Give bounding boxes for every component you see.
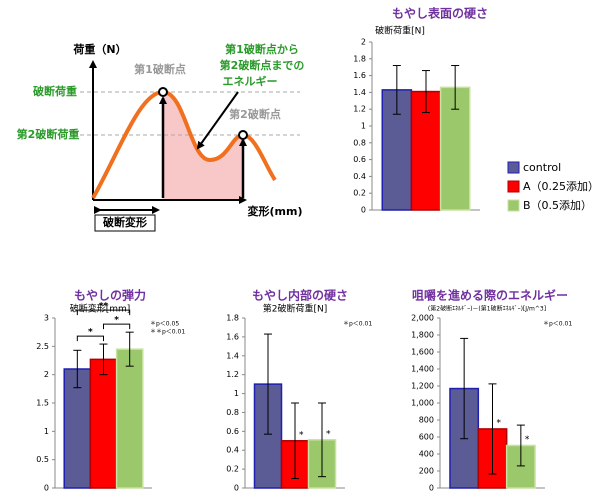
legend-label: A（0.25添加）	[523, 179, 599, 193]
point	[238, 130, 248, 140]
y-tick-label: 2.5	[36, 342, 49, 351]
y-tick-label: 1.8	[226, 314, 239, 323]
significance-mark: *	[299, 430, 304, 440]
point	[158, 87, 168, 97]
y-tick-label: 0	[44, 484, 49, 493]
y-tick-label: 200	[419, 467, 434, 476]
legend-swatch	[507, 199, 520, 212]
y-tick-label: 0	[429, 484, 434, 493]
significance-mark: *	[525, 435, 530, 445]
legend-label: control	[523, 161, 561, 174]
y-tick-label: 2	[361, 38, 366, 47]
diagram: 荷重（N） 第1破断点 第2破断点 破断荷重 第2破断荷重 第1破断点から 第2…	[17, 42, 305, 232]
y-tick-label: 1,400	[411, 365, 434, 374]
bracket	[103, 323, 131, 330]
significance-mark: *	[497, 418, 502, 428]
chart-title: 咀嚼を進める際のエネルギー	[412, 288, 568, 303]
curve	[91, 89, 277, 199]
y-tick-label: 0.4	[226, 446, 239, 455]
y-tick-label: 0.5	[36, 455, 49, 464]
y-tick-label: 1	[234, 389, 239, 398]
bracket-label: **	[99, 302, 109, 312]
y-axis-label: 荷重（N）	[72, 42, 126, 56]
legend-label: B（0.5添加）	[523, 198, 592, 212]
y-tick-label: 1	[361, 122, 366, 131]
x-axis-label: 変形(mm)	[248, 204, 303, 218]
significance-mark: *	[326, 429, 331, 439]
y-tick-label: 800	[419, 416, 434, 425]
bar	[63, 368, 92, 489]
y-tick-label: 400	[419, 450, 434, 459]
y-axis-label: 破断変形[mm]	[70, 303, 131, 315]
chart-title: もやしの弾力	[74, 288, 146, 303]
y-tick-label: 0	[361, 206, 366, 215]
y-tick-label: 1,200	[411, 382, 434, 391]
load-label: 破断荷重	[33, 84, 77, 98]
y-tick-label: 2,000	[411, 314, 434, 323]
y-tick-label: 1.2	[226, 370, 239, 379]
peak-label: 第1破断点	[134, 62, 186, 76]
y-tick-label: 1.5	[36, 399, 49, 408]
y-tick-label: 2	[44, 370, 49, 379]
bracket-label: *	[114, 316, 119, 326]
y-tick-label: 3	[44, 314, 49, 323]
y-tick-label: 0.6	[226, 427, 239, 436]
bracket-label: *	[88, 328, 93, 338]
y-tick-label: 600	[419, 433, 434, 442]
y-tick-label: 1.6	[226, 332, 239, 341]
energy-label: エネルギー	[223, 74, 278, 88]
arrow	[196, 91, 239, 150]
y-axis-label: (第2破断ｴﾈﾙｷﾞｰ)－(第1破断ｴﾈﾙｷﾞｰ)[J/m^3]	[428, 305, 546, 313]
y-tick-label: 0.2	[353, 189, 366, 198]
y-tick-label: 1.4	[226, 351, 239, 360]
label-box	[94, 214, 156, 232]
y-tick-label: 1,600	[411, 348, 434, 357]
y-tick-label: 1.8	[353, 54, 366, 63]
energy-label: 第2破断点までの	[220, 58, 305, 72]
bar	[115, 348, 144, 489]
bar	[89, 358, 118, 489]
y-axis-label: 第2破断荷重[N]	[263, 303, 327, 315]
y-axis-label: 破断荷重[N]	[375, 25, 425, 37]
annotation: ＊＊p＜0.01	[150, 329, 185, 336]
y-tick-label: 1.6	[353, 71, 366, 80]
annotation: ＊p＜0.05	[150, 321, 179, 328]
y-tick-label: 0.8	[353, 138, 366, 147]
energy-label: 第1破断点から	[225, 42, 299, 56]
chart-title: もやし表面の硬さ	[392, 6, 488, 21]
annotation: ＊p＜0.01	[543, 321, 572, 328]
chart-title: もやし内部の硬さ	[252, 288, 348, 303]
annotation: ＊p＜0.01	[343, 321, 372, 328]
y-tick-label: 0.2	[226, 465, 239, 474]
y-tick-label: 0.6	[353, 155, 366, 164]
deformation-label: 破断変形	[103, 215, 147, 229]
legend-swatch	[507, 180, 520, 193]
bracket	[76, 309, 131, 316]
y-tick-label: 1.4	[353, 88, 366, 97]
y-tick-label: 1,800	[411, 331, 434, 340]
y-tick-label: 0.4	[353, 172, 366, 181]
y-tick-label: 1,000	[411, 399, 434, 408]
y-tick-label: 1.2	[353, 105, 366, 114]
bracket	[76, 335, 104, 342]
peak-label: 第2破断点	[229, 107, 281, 121]
legend-swatch	[507, 161, 520, 174]
y-tick-label: 0.8	[226, 408, 239, 417]
y-tick-label: 1	[44, 427, 49, 436]
y-tick-label: 0	[234, 484, 239, 493]
load-label: 第2破断荷重	[17, 127, 80, 141]
